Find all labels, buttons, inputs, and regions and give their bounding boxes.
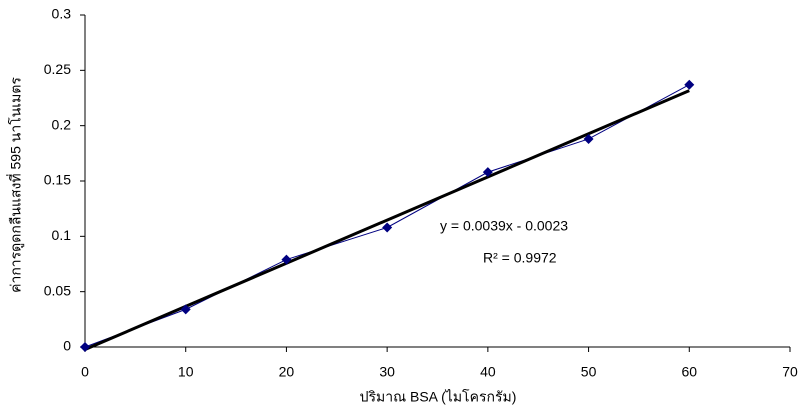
x-tick-label: 40: [480, 364, 496, 380]
y-tick-label: 0.15: [44, 172, 71, 188]
data-point: [382, 222, 393, 233]
y-axis-title: ค่าการดูดกลืนแสงที่ 595 นาโนเมตร: [7, 77, 25, 293]
data-line: [84, 84, 690, 348]
y-tick-label: 0: [63, 338, 71, 354]
x-tick-label: 20: [279, 364, 295, 380]
data-point: [281, 254, 292, 265]
data-point: [482, 167, 493, 178]
y-tick-label: 0.05: [44, 282, 71, 298]
x-tick-label: 0: [81, 364, 89, 380]
data-point: [80, 342, 90, 352]
x-tick-label: 10: [178, 364, 194, 380]
x-tick-label: 60: [681, 364, 697, 380]
data-point: [180, 304, 191, 315]
x-tick-label: 50: [581, 364, 597, 380]
y-tick-label: 0.3: [52, 6, 72, 22]
x-tick-label: 70: [782, 364, 798, 380]
y-tick-label: 0.2: [52, 116, 72, 132]
x-axis-title: ปริมาณ BSA (ไมโครกรัม): [360, 389, 517, 405]
r-squared: R² = 0.9972: [483, 250, 557, 266]
trendline-equation: y = 0.0039x - 0.0023: [440, 218, 568, 234]
y-tick-label: 0.25: [44, 61, 71, 77]
trendline: [84, 89, 690, 351]
data-point: [583, 133, 594, 144]
data-point: [684, 79, 695, 90]
y-tick-label: 0.1: [52, 227, 72, 243]
x-tick-label: 30: [379, 364, 395, 380]
